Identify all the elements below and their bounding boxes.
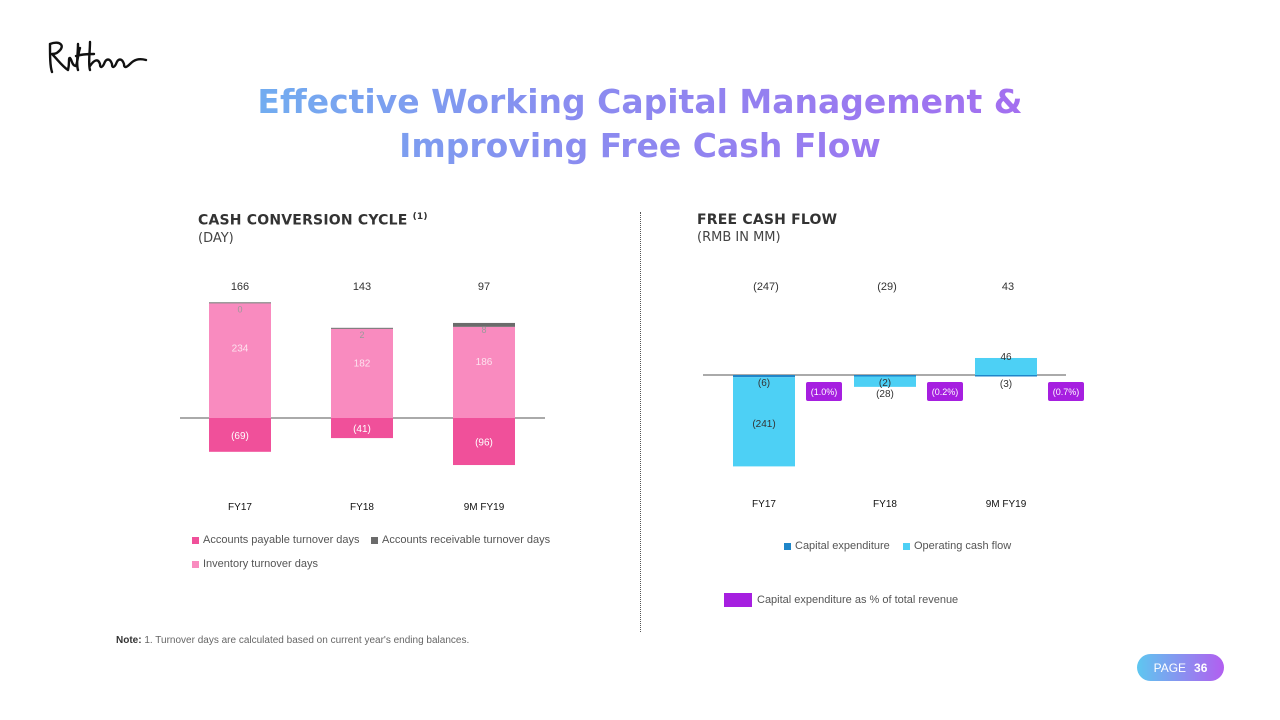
- legend-swatch: [192, 536, 199, 544]
- ccc-label-receivable: 2: [359, 330, 364, 340]
- fcf-bar-capex: [854, 375, 916, 377]
- page-label: PAGE: [1153, 660, 1187, 675]
- fcf-category-label: FY17: [752, 499, 776, 510]
- page-indicator: PAGE 36: [1137, 654, 1224, 681]
- legend-label: Accounts payable turnover days: [203, 534, 360, 546]
- fcf-chart: (6) (241) (1.0%) (247) FY17 (2)(28) (0.2%) (29)…: [703, 281, 1084, 510]
- legend-label: Inventory turnover days: [203, 558, 318, 570]
- fcf-capex-pct-pill: [806, 382, 842, 401]
- legend-label: Capital expenditure: [795, 540, 890, 552]
- ccc-title: CASH CONVERSION CYCLE: [198, 212, 408, 229]
- fcf-category-label: 9M FY19: [986, 499, 1027, 510]
- ccc-header: CASH CONVERSION CYCLE (1) (DAY): [198, 212, 428, 246]
- ccc-label-inventory: 186: [476, 357, 493, 368]
- ccc-category-label: FY17: [228, 502, 252, 513]
- page-number: 36: [1194, 660, 1208, 675]
- fcf-capex-pct-label: (1.0%): [811, 387, 838, 397]
- ccc-legend-ar: Accounts receivable turnover days: [371, 534, 550, 546]
- ruhnn-logo: [48, 40, 148, 74]
- footnote: Note: 1. Turnover days are calculated ba…: [116, 635, 469, 646]
- ccc-footnote-mark: (1): [412, 212, 428, 222]
- ccc-bar-receivable: [209, 302, 271, 304]
- fcf-label-capex: (3): [1000, 379, 1012, 390]
- fcf-header: FREE CASH FLOW (RMB IN MM): [697, 212, 837, 245]
- legend-label: Capital expenditure as % of total revenu…: [757, 594, 959, 606]
- fcf-capex-pct-label: (0.7%): [1053, 387, 1080, 397]
- legend-label: Operating cash flow: [914, 540, 1012, 552]
- fcf-total-label: (247): [753, 281, 779, 293]
- ccc-legend-inv: Inventory turnover days: [192, 558, 318, 570]
- ccc-label-payable: (41): [353, 424, 371, 435]
- ccc-label-receivable: 8: [481, 325, 486, 335]
- page-title: Effective Working Capital Management & I…: [0, 80, 1280, 168]
- fcf-capex-pct-pill: [1048, 382, 1084, 401]
- ccc-chart: (69) 234 0 166 FY17 (41) 182 2 143 FY18 (96) 186 8 97…: [180, 281, 545, 513]
- fcf-bar-capex: [733, 375, 795, 378]
- ccc-label-inventory: 182: [354, 358, 371, 369]
- ccc-label-payable: (69): [231, 431, 249, 442]
- ccc-total-label: 97: [478, 281, 490, 293]
- ccc-bar-receivable: [453, 322, 515, 327]
- fcf-label-ocf: (28): [876, 389, 894, 400]
- fcf-label-capex: (6): [758, 378, 770, 389]
- ccc-bar-payable: [209, 418, 271, 452]
- note-text: 1. Turnover days are calculated based on…: [144, 635, 470, 646]
- fcf-category-label: FY18: [873, 499, 897, 510]
- legend-label: Accounts receivable turnover days: [382, 534, 551, 546]
- ccc-bar-inventory: [331, 328, 393, 418]
- section-divider: [640, 212, 641, 632]
- fcf-capex-pct-pill: [927, 382, 963, 401]
- ccc-legend-ap: Accounts payable turnover days: [192, 534, 360, 546]
- fcf-label-ocf: 46: [1000, 352, 1012, 363]
- fcf-title: FREE CASH FLOW: [697, 212, 838, 228]
- ccc-label-payable: (96): [475, 438, 493, 449]
- fcf-bar-capex: [975, 375, 1037, 377]
- fcf-label-capex: (2): [879, 378, 891, 389]
- page-title-line-1: Effective Working Capital Management &: [0, 80, 1280, 124]
- fcf-bar-ocf: [733, 377, 795, 467]
- legend-swatch: [371, 536, 378, 544]
- fcf-legend-capex-pct: Capital expenditure as % of total revenu…: [724, 593, 958, 607]
- legend-swatch: [724, 593, 752, 607]
- fcf-bar-ocf: [854, 376, 916, 387]
- ccc-bar-payable: [331, 418, 393, 439]
- fcf-bar-ocf: [975, 357, 1037, 375]
- fcf-legend-capex: Capital expenditure: [784, 540, 890, 552]
- legend-swatch: [192, 560, 199, 568]
- ccc-unit: (DAY): [198, 230, 234, 246]
- legend-swatch: [903, 542, 910, 550]
- ccc-bar-payable: [453, 418, 515, 466]
- ccc-bar-receivable: [331, 327, 393, 329]
- fcf-total-label: 43: [1002, 281, 1014, 293]
- ccc-category-label: 9M FY19: [464, 502, 505, 513]
- ccc-label-receivable: 0: [237, 304, 242, 314]
- ccc-total-label: 143: [353, 281, 371, 293]
- ccc-total-label: 166: [231, 281, 249, 293]
- ccc-bar-inventory: [453, 326, 515, 418]
- note-label: Note:: [116, 635, 142, 646]
- fcf-unit: (RMB IN MM): [697, 230, 781, 245]
- ccc-bar-inventory: [209, 303, 271, 418]
- fcf-legend-ocf: Operating cash flow: [903, 540, 1011, 552]
- page-title-line-2: Improving Free Cash Flow: [0, 124, 1280, 168]
- fcf-label-ocf: (241): [752, 419, 775, 430]
- ccc-label-inventory: 234: [232, 343, 249, 354]
- fcf-capex-pct-label: (0.2%): [932, 387, 959, 397]
- fcf-total-label: (29): [877, 281, 897, 293]
- ccc-category-label: FY18: [350, 502, 374, 513]
- legend-swatch: [784, 542, 791, 550]
